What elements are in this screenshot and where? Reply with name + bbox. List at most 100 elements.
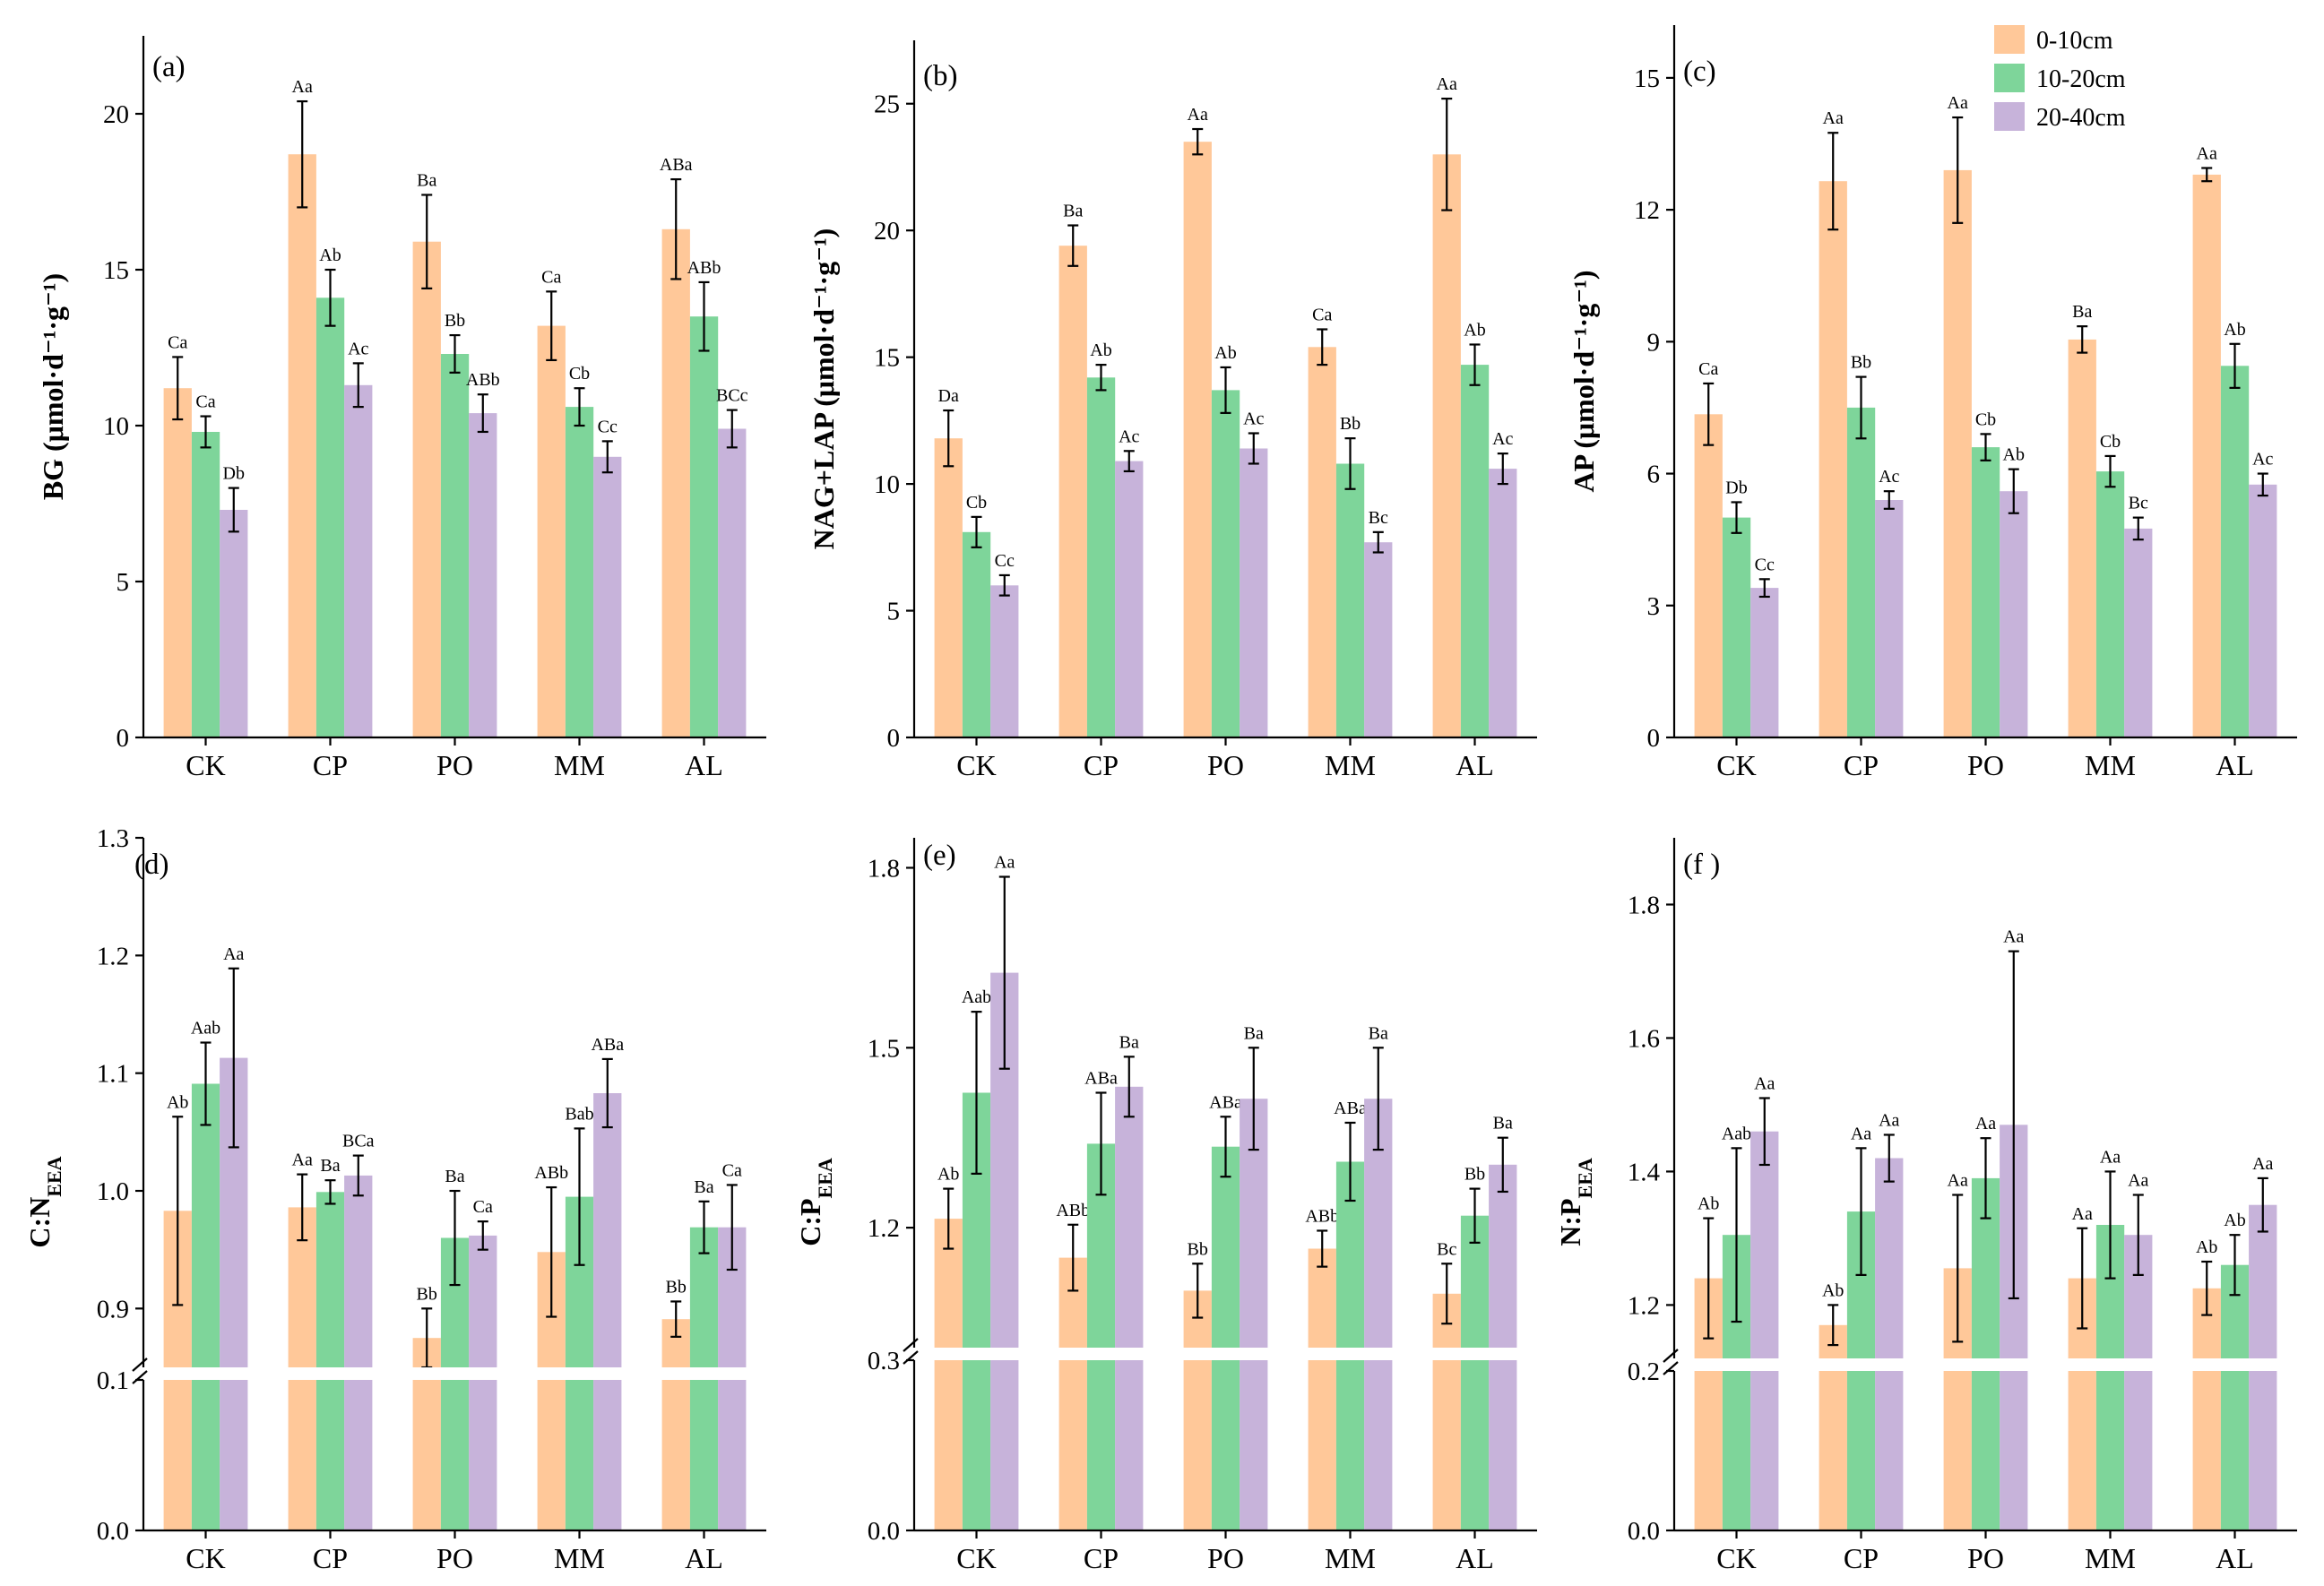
- bar: [1364, 542, 1393, 737]
- bar: [1432, 1293, 1461, 1530]
- significance-label: Aa: [2197, 143, 2217, 163]
- bar: [469, 1235, 497, 1530]
- chart-panel-b: Da Ba Aa Ca Aa Cb Ab Ab Bb Ab Cc Ac Ac Bc Ac 0 5 10 15 20 25…: [808, 40, 1537, 781]
- bar: [344, 384, 373, 737]
- significance-label: Aa: [2003, 927, 2024, 947]
- bar: [565, 407, 594, 737]
- significance-label: Bc: [1369, 508, 1388, 528]
- significance-label: Aa: [2072, 1204, 2093, 1224]
- significance-label: Db: [1725, 478, 1747, 497]
- x-tick-label: AL: [1456, 1542, 1494, 1574]
- significance-label: Aa: [223, 944, 244, 964]
- y-tick-label: 25: [874, 91, 900, 119]
- y-tick-label: 1.1: [97, 1060, 129, 1089]
- y-tick-label: 9: [1647, 328, 1661, 357]
- significance-label: Bb: [1188, 1239, 1208, 1259]
- y-axis-title-subscript: EEA: [1574, 1158, 1596, 1198]
- significance-label: Ab: [1464, 320, 1485, 340]
- bar: [962, 531, 991, 737]
- bar: [2000, 491, 2028, 737]
- significance-label: Ab: [167, 1092, 188, 1112]
- significance-label: ABa: [1084, 1069, 1118, 1089]
- bar: [191, 1083, 220, 1530]
- significance-label: Ba: [1493, 1114, 1513, 1133]
- significance-label: Aab: [1722, 1124, 1751, 1143]
- significance-label: Ba: [1119, 1032, 1139, 1052]
- significance-label: Ac: [1879, 467, 1899, 487]
- y-tick-label: 0.9: [97, 1295, 129, 1323]
- x-tick-label: PO: [1207, 749, 1244, 781]
- significance-label: Ba: [2072, 302, 2092, 322]
- significance-label: Aa: [994, 853, 1015, 873]
- significance-label: Aa: [1188, 105, 1208, 125]
- bar: [1240, 448, 1268, 737]
- x-tick-label: CK: [956, 749, 996, 781]
- bar: [1115, 1086, 1144, 1530]
- significance-label: Bc: [1437, 1239, 1456, 1259]
- bar: [2124, 528, 2153, 737]
- bar: [1240, 1099, 1268, 1530]
- x-tick-label: MM: [1325, 749, 1376, 781]
- significance-label: Ab: [1698, 1194, 1719, 1214]
- x-tick-label: PO: [436, 1542, 473, 1574]
- axis-break-band: [144, 1367, 767, 1380]
- significance-label: Ba: [1244, 1023, 1264, 1043]
- x-tick-label: CK: [1716, 1542, 1756, 1574]
- significance-label: Aa: [1975, 1114, 1996, 1133]
- x-tick-label: MM: [1325, 1542, 1376, 1574]
- significance-label: Ac: [1492, 429, 1513, 449]
- y-tick-label: 1.3: [97, 824, 129, 853]
- bar: [1058, 1257, 1087, 1530]
- y-tick-label: 1.8: [1628, 891, 1660, 919]
- bar: [593, 1093, 622, 1530]
- y-tick-label: 1.0: [97, 1177, 129, 1206]
- y-axis-title-unit: (μmol·d⁻¹·g⁻¹): [1568, 271, 1600, 456]
- bar: [1971, 1177, 2000, 1530]
- significance-label: Bc: [2129, 494, 2148, 513]
- y-tick-label: 0.0: [1628, 1517, 1660, 1546]
- panel-label: (c): [1683, 56, 1716, 88]
- x-tick-label: PO: [1207, 1542, 1244, 1574]
- y-axis-title: AP (μmol·d⁻¹·g⁻¹): [1568, 271, 1600, 493]
- y-tick-label: 0.3: [868, 1347, 900, 1375]
- x-tick-label: CK: [956, 1542, 996, 1574]
- axis-break-mark: [903, 1350, 919, 1365]
- y-tick-label: 1.2: [868, 1214, 900, 1243]
- y-axis-title-main: C:P: [794, 1198, 826, 1246]
- significance-label: ABb: [687, 258, 721, 278]
- legend-swatch: [1994, 64, 2025, 92]
- bar: [1819, 1324, 1847, 1530]
- legend-swatch: [1994, 102, 2025, 131]
- x-tick-label: MM: [2085, 749, 2136, 781]
- significance-label: Ab: [2003, 445, 2025, 465]
- x-tick-label: PO: [436, 749, 473, 781]
- y-axis-title: NAG+LAP (μmol·d⁻¹·g⁻¹): [808, 228, 840, 550]
- x-tick-label: MM: [2085, 1542, 2136, 1574]
- significance-label: Ba: [1369, 1023, 1388, 1043]
- significance-label: Ab: [1090, 340, 1111, 360]
- legend-label: 0-10cm: [2036, 27, 2113, 55]
- bar: [1875, 1158, 1904, 1530]
- bar: [1058, 246, 1087, 737]
- axis-break-mark: [903, 1338, 919, 1352]
- y-tick-label: 0.0: [868, 1517, 900, 1546]
- bar: [440, 354, 470, 737]
- y-tick-label: 0.2: [1628, 1358, 1660, 1386]
- panel-label: (a): [152, 51, 186, 83]
- y-tick-label: 0: [117, 724, 130, 753]
- axis-break-mark: [132, 1370, 148, 1384]
- legend: 0-10cm 10-20cm 20-40cm: [1994, 25, 2126, 132]
- bar: [1364, 1099, 1393, 1530]
- y-axis-title: N:PEEA: [1554, 1158, 1596, 1246]
- y-tick-label: 3: [1647, 592, 1661, 621]
- chart-panel-e: Ab ABb Bb ABb Bc Aab ABa ABa ABa Bb Aa Ba Ba Ba Ba 0.0 0…: [794, 838, 1538, 1574]
- significance-label: Aa: [1754, 1074, 1775, 1094]
- y-tick-label: 20: [103, 100, 129, 129]
- x-tick-label: PO: [1967, 1542, 2004, 1574]
- x-tick-label: CK: [186, 749, 225, 781]
- significance-label: Cb: [966, 493, 987, 513]
- chart-panel-a: Ca Aa Ba Ca ABa Ca Ab Bb Cb ABb Db Ac ABb Cc BCc 0 5 10 15…: [37, 36, 766, 781]
- bar: [288, 154, 316, 737]
- x-tick-label: CP: [1084, 749, 1119, 781]
- significance-label: Ca: [541, 267, 561, 287]
